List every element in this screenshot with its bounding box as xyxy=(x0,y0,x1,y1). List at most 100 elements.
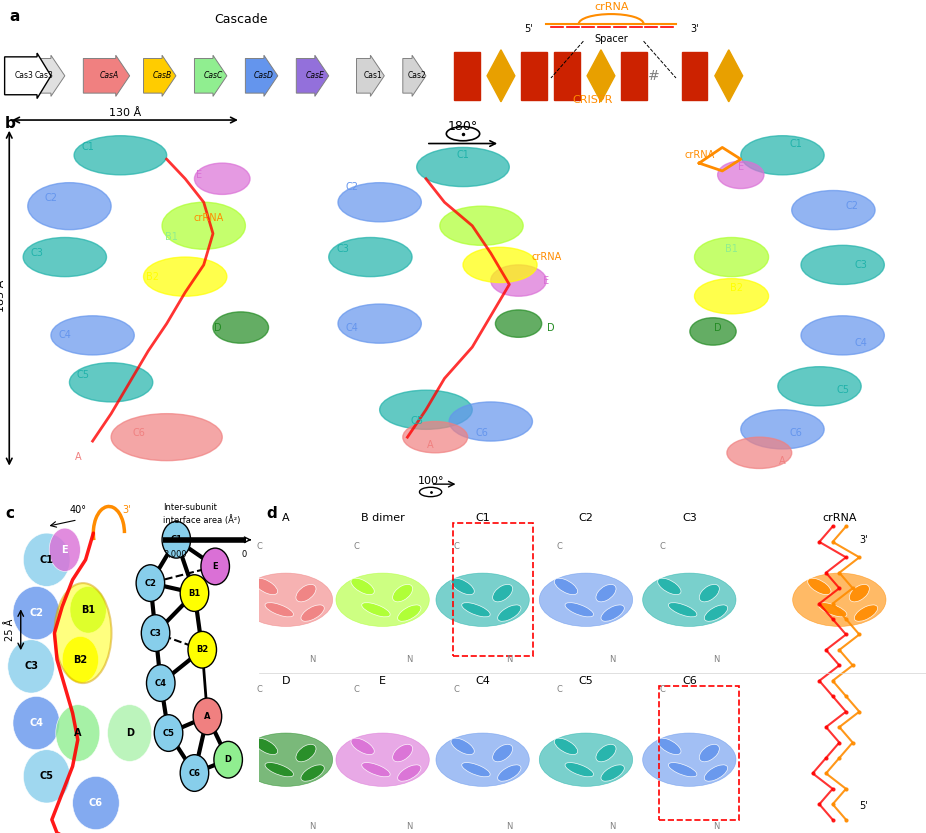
Text: C: C xyxy=(557,686,562,694)
Ellipse shape xyxy=(493,745,513,761)
Text: A: A xyxy=(282,513,290,523)
Text: C2: C2 xyxy=(44,193,57,203)
Text: B2: B2 xyxy=(146,272,159,282)
Ellipse shape xyxy=(727,437,792,468)
Text: B2: B2 xyxy=(196,646,208,654)
Text: C4: C4 xyxy=(345,322,358,332)
Ellipse shape xyxy=(565,602,594,617)
Bar xyxy=(554,52,580,100)
Text: d: d xyxy=(266,506,277,521)
Circle shape xyxy=(136,565,165,601)
Circle shape xyxy=(181,755,208,791)
Ellipse shape xyxy=(213,312,269,343)
Ellipse shape xyxy=(393,585,413,601)
Polygon shape xyxy=(715,50,743,102)
Text: 100°: 100° xyxy=(418,476,444,486)
Text: C: C xyxy=(257,686,262,694)
Text: B1: B1 xyxy=(165,232,178,242)
Text: C6: C6 xyxy=(682,676,696,686)
Text: C6: C6 xyxy=(475,428,488,438)
Text: N: N xyxy=(309,822,316,831)
Ellipse shape xyxy=(539,573,632,626)
Text: Cas2: Cas2 xyxy=(407,72,426,80)
Text: C2: C2 xyxy=(845,201,858,212)
Ellipse shape xyxy=(596,745,616,761)
Text: Inter-subunit
interface area (Å²): Inter-subunit interface area (Å²) xyxy=(163,503,241,525)
Text: a: a xyxy=(9,8,19,23)
Ellipse shape xyxy=(694,278,769,314)
Ellipse shape xyxy=(705,765,728,781)
Bar xyxy=(454,52,480,100)
Text: C2: C2 xyxy=(30,608,44,618)
Text: 185 Å: 185 Å xyxy=(0,280,6,312)
Text: CasA: CasA xyxy=(99,72,119,80)
Ellipse shape xyxy=(493,585,513,601)
Ellipse shape xyxy=(807,578,831,595)
Text: E: E xyxy=(738,162,744,172)
Text: C5: C5 xyxy=(77,370,90,380)
Circle shape xyxy=(181,575,208,611)
Text: 3': 3' xyxy=(122,505,131,515)
Text: A: A xyxy=(75,451,82,461)
Ellipse shape xyxy=(194,163,250,194)
Text: A: A xyxy=(74,728,81,738)
FancyArrow shape xyxy=(296,55,329,97)
Ellipse shape xyxy=(539,733,632,786)
Text: A: A xyxy=(779,456,786,466)
Text: C2: C2 xyxy=(579,513,594,523)
Text: E: E xyxy=(196,170,202,180)
Text: C5: C5 xyxy=(579,676,594,686)
Ellipse shape xyxy=(497,765,521,781)
Text: C2: C2 xyxy=(345,182,358,192)
Ellipse shape xyxy=(741,136,824,175)
Ellipse shape xyxy=(329,237,412,277)
Text: E: E xyxy=(61,545,69,555)
Ellipse shape xyxy=(255,578,278,595)
Text: 5': 5' xyxy=(524,24,532,34)
Text: D: D xyxy=(225,756,232,764)
Ellipse shape xyxy=(801,316,884,355)
Ellipse shape xyxy=(436,573,530,626)
Circle shape xyxy=(188,631,217,668)
Text: C5: C5 xyxy=(410,416,423,426)
Circle shape xyxy=(162,521,191,558)
Ellipse shape xyxy=(699,585,720,601)
Ellipse shape xyxy=(362,762,390,777)
Bar xyxy=(521,52,547,100)
Text: C1: C1 xyxy=(81,142,94,152)
Ellipse shape xyxy=(462,602,490,617)
Ellipse shape xyxy=(397,765,421,781)
Ellipse shape xyxy=(301,605,324,621)
Ellipse shape xyxy=(451,578,474,595)
Text: crRNA: crRNA xyxy=(532,252,561,262)
Ellipse shape xyxy=(403,421,468,453)
Text: C3: C3 xyxy=(682,513,696,523)
Ellipse shape xyxy=(669,762,697,777)
Text: Cas1: Cas1 xyxy=(363,72,382,80)
Text: N: N xyxy=(507,822,512,831)
Ellipse shape xyxy=(55,583,111,683)
Text: C6: C6 xyxy=(89,798,103,808)
Ellipse shape xyxy=(74,136,167,175)
Ellipse shape xyxy=(265,602,294,617)
Text: B dimer: B dimer xyxy=(361,513,405,523)
Ellipse shape xyxy=(111,414,222,461)
Ellipse shape xyxy=(694,237,769,277)
Text: 40°: 40° xyxy=(69,505,86,515)
Ellipse shape xyxy=(162,202,245,249)
Text: N: N xyxy=(713,656,720,664)
Text: 25 Å: 25 Å xyxy=(6,619,16,641)
Bar xyxy=(621,52,647,100)
Text: D: D xyxy=(126,728,133,738)
Circle shape xyxy=(194,698,221,735)
Ellipse shape xyxy=(669,602,697,617)
Ellipse shape xyxy=(778,367,861,406)
FancyArrow shape xyxy=(83,55,130,97)
Text: CRISPR: CRISPR xyxy=(572,95,613,105)
Bar xyxy=(453,523,532,656)
FancyArrow shape xyxy=(245,55,278,97)
Text: C1: C1 xyxy=(475,513,490,523)
Text: E: E xyxy=(544,276,549,286)
Ellipse shape xyxy=(643,733,736,786)
Ellipse shape xyxy=(699,745,720,761)
